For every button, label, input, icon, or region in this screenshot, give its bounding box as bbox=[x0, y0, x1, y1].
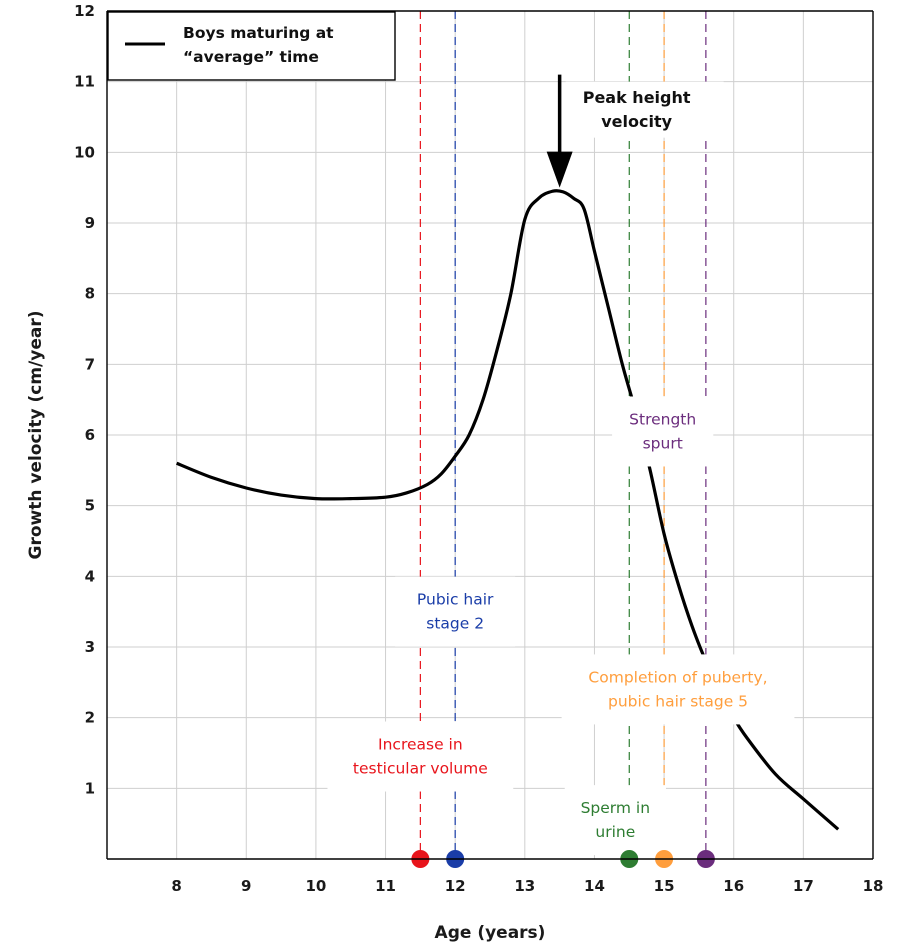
label-background bbox=[612, 396, 714, 467]
y-tick-label: 4 bbox=[85, 567, 95, 585]
x-tick-label: 10 bbox=[305, 877, 326, 895]
x-tick-label: 11 bbox=[375, 877, 396, 895]
peak-label-background bbox=[565, 81, 724, 138]
y-tick-label: 9 bbox=[85, 214, 95, 232]
x-tick-label: 9 bbox=[241, 877, 251, 895]
y-tick-label: 11 bbox=[74, 73, 95, 91]
marker-label: Strength spurt bbox=[629, 410, 696, 452]
peak-label: Peak height velocity bbox=[583, 88, 691, 131]
marker-label: Increase in testicular volume bbox=[353, 736, 488, 778]
marker-labels: Increase in testicular volume Pubic hair st… bbox=[327, 396, 795, 856]
x-tick-label: 17 bbox=[793, 877, 814, 895]
marker-label: Pubic hair stage 2 bbox=[417, 591, 494, 633]
x-tick-label: 13 bbox=[514, 877, 535, 895]
x-tick-label: 15 bbox=[654, 877, 675, 895]
peak-arrow-head bbox=[546, 151, 573, 188]
peak-annotation: Peak height velocity bbox=[546, 74, 724, 188]
y-tick-label: 1 bbox=[85, 779, 95, 797]
y-tick-label: 5 bbox=[85, 497, 95, 515]
y-tick-label: 10 bbox=[74, 143, 95, 161]
x-tick-label: 18 bbox=[863, 877, 884, 895]
label-background bbox=[395, 576, 516, 647]
y-tick-label: 2 bbox=[85, 709, 95, 727]
label-background bbox=[564, 785, 666, 856]
x-tick-label: 14 bbox=[584, 877, 605, 895]
y-tick-label: 3 bbox=[85, 638, 95, 656]
y-tick-label: 6 bbox=[85, 426, 95, 444]
x-tick-label: 16 bbox=[723, 877, 744, 895]
y-tick-label: 12 bbox=[74, 2, 95, 20]
y-axis-title: Growth velocity (cm/year) bbox=[26, 310, 46, 559]
legend: Boys maturing at “average” time bbox=[107, 11, 396, 81]
x-tick-label: 12 bbox=[445, 877, 466, 895]
y-tick-label: 7 bbox=[85, 355, 95, 373]
marker-label: Sperm in urine bbox=[581, 799, 650, 841]
legend-label: Boys maturing at “average” time bbox=[183, 24, 334, 66]
x-axis-title: Age (years) bbox=[435, 923, 546, 943]
marker-label: Completion of puberty, pubic hair stage 5 bbox=[588, 668, 767, 710]
y-tick-label: 8 bbox=[85, 285, 95, 303]
label-background bbox=[561, 654, 795, 725]
label-background bbox=[327, 721, 514, 792]
legend-box bbox=[107, 11, 396, 81]
x-tick-label: 8 bbox=[171, 877, 181, 895]
